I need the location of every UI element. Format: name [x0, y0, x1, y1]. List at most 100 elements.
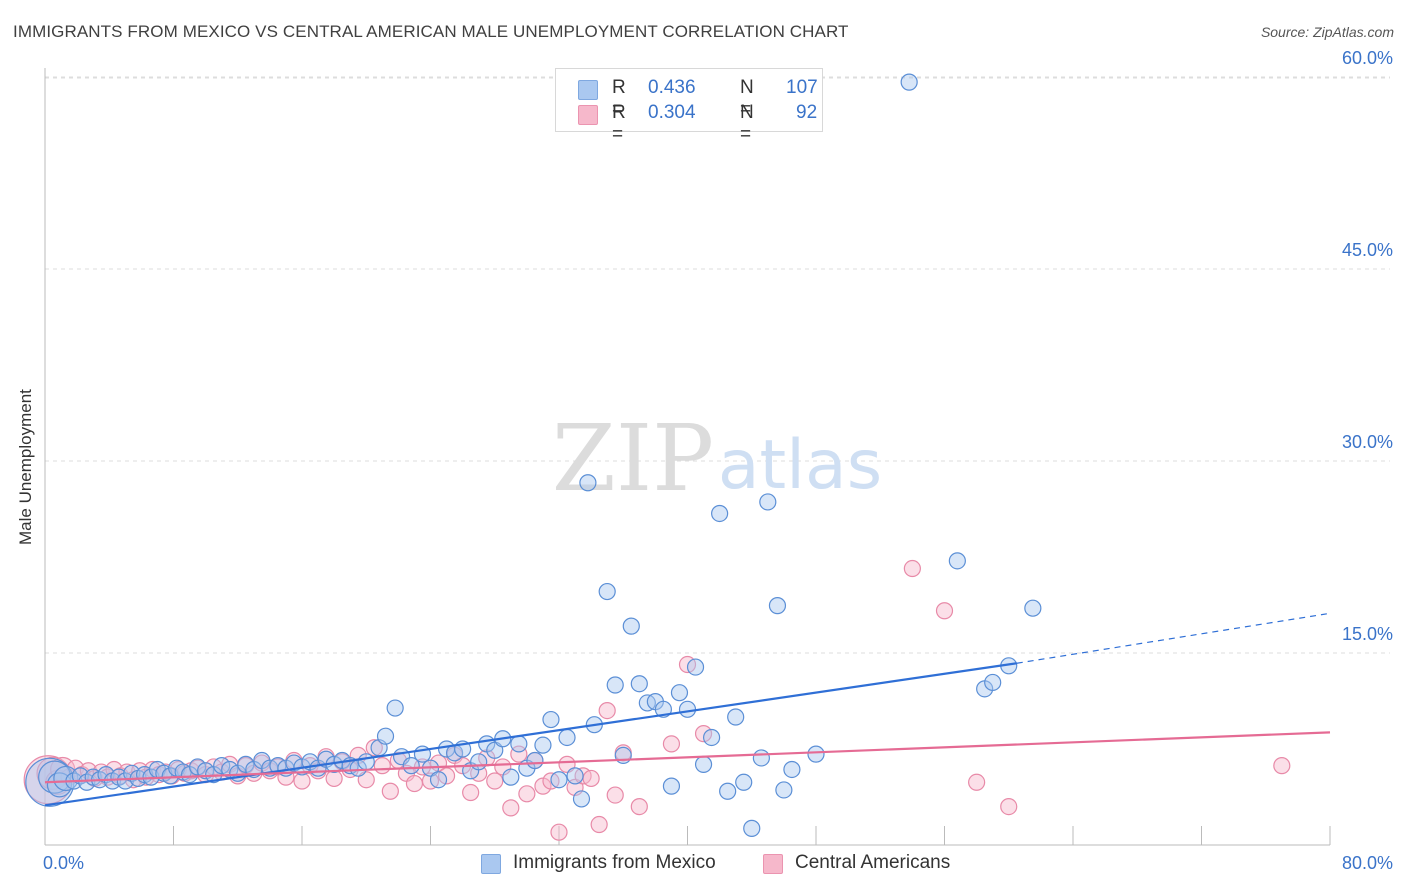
data-point: [606, 786, 624, 804]
data-point: [598, 701, 616, 720]
data-point: [968, 773, 986, 791]
data-point: [572, 790, 591, 808]
data-point: [694, 725, 713, 743]
data-point: [534, 736, 552, 754]
data-point: [502, 768, 520, 786]
y-tick-label: 30.0%: [1342, 432, 1393, 452]
data-point: [694, 755, 713, 773]
bottom-legend-label: Central Americans: [795, 852, 951, 873]
data-point: [558, 728, 576, 747]
data-point: [630, 797, 648, 816]
trend-line-central-americans: [44, 731, 1331, 784]
x-tick-label: 80.0%: [1342, 853, 1393, 873]
data-point: [1024, 599, 1042, 617]
legend-n-value: 92: [796, 102, 818, 123]
data-point: [670, 684, 689, 702]
data-point: [402, 757, 420, 775]
data-point: [678, 700, 697, 718]
data-point: [759, 493, 777, 511]
data-point: [518, 785, 536, 803]
data-point: [462, 783, 480, 802]
y-tick-label: 45.0%: [1342, 240, 1393, 260]
data-point: [197, 762, 215, 780]
legend-r-value: 0.304: [648, 102, 696, 123]
trend-line-mexico: [44, 662, 1017, 807]
data-point: [662, 735, 681, 753]
bottom-legend-swatch-central-americans: [763, 854, 783, 874]
data-point: [579, 474, 597, 492]
legend-r-value: 0.436: [648, 77, 696, 98]
data-point: [437, 767, 456, 785]
chart-title: IMMIGRANTS FROM MEXICO VS CENTRAL AMERIC…: [13, 22, 849, 41]
legend-r-label: R =: [612, 77, 626, 120]
x-tick-label: 0.0%: [43, 853, 84, 873]
data-point: [598, 582, 616, 601]
data-point: [590, 815, 608, 834]
correlation-legend: R = 0.436 N = 107 R = 0.304 N = 92: [555, 68, 823, 145]
data-point: [935, 602, 954, 620]
data-point: [510, 735, 528, 753]
legend-r-label: R =: [612, 102, 626, 145]
legend-swatch-central-americans: [578, 105, 598, 125]
data-point: [486, 772, 504, 790]
data-point: [752, 749, 770, 767]
data-point: [188, 758, 207, 776]
data-point: [686, 658, 705, 676]
data-point: [1000, 797, 1018, 816]
data-point: [1273, 757, 1291, 775]
watermark-atlas: atlas: [718, 426, 882, 505]
bottom-legend-swatch-mexico: [481, 854, 501, 874]
bottom-legend-label: Immigrants from Mexico: [513, 852, 716, 873]
data-point: [622, 617, 640, 635]
watermark-zip: ZIP: [552, 405, 714, 512]
data-point: [365, 739, 383, 757]
legend-swatch-mexico: [578, 80, 598, 100]
data-point: [526, 751, 544, 770]
data-point: [948, 552, 966, 570]
data-point: [702, 728, 721, 747]
data-point: [719, 782, 737, 800]
data-point: [606, 676, 624, 694]
data-point: [213, 757, 231, 775]
data-point: [783, 760, 801, 779]
data-point: [470, 753, 488, 771]
data-point: [984, 673, 1002, 692]
y-axis-label: Male Unemployment: [16, 389, 35, 545]
data-point: [429, 771, 448, 789]
data-point: [357, 753, 375, 771]
data-point: [550, 771, 568, 789]
data-point: [542, 710, 560, 729]
data-point: [386, 699, 404, 717]
data-point: [743, 819, 761, 837]
data-point: [502, 799, 520, 817]
trend-line-mexico-projection: [1016, 612, 1331, 664]
data-point: [381, 782, 399, 800]
data-point: [711, 504, 729, 523]
y-tick-label: 15.0%: [1342, 624, 1393, 644]
data-point: [97, 765, 115, 784]
legend-n-label: N =: [740, 77, 754, 120]
data-point: [550, 823, 568, 841]
axes: [44, 68, 1331, 846]
data-point: [768, 597, 787, 615]
data-point: [727, 708, 745, 726]
trend-lines: [44, 612, 1331, 807]
data-point: [775, 781, 793, 799]
data-point: [630, 675, 648, 693]
data-point: [903, 559, 921, 578]
data-point: [662, 777, 681, 795]
data-point: [735, 773, 753, 791]
data-point: [582, 769, 600, 788]
data-point: [373, 757, 391, 775]
data-point: [566, 767, 584, 785]
source-attribution: Source: ZipAtlas.com: [1260, 24, 1394, 40]
data-point: [405, 774, 424, 793]
data-point: [807, 745, 825, 763]
y-tick-label: 60.0%: [1342, 48, 1393, 68]
tick-labels: 15.0% 30.0% 45.0% 60.0% 0.0% 80.0%: [43, 48, 1393, 873]
legend-n-value: 107: [786, 77, 818, 98]
grid: [45, 76, 1390, 654]
data-point: [510, 745, 528, 763]
data-point: [376, 727, 395, 745]
